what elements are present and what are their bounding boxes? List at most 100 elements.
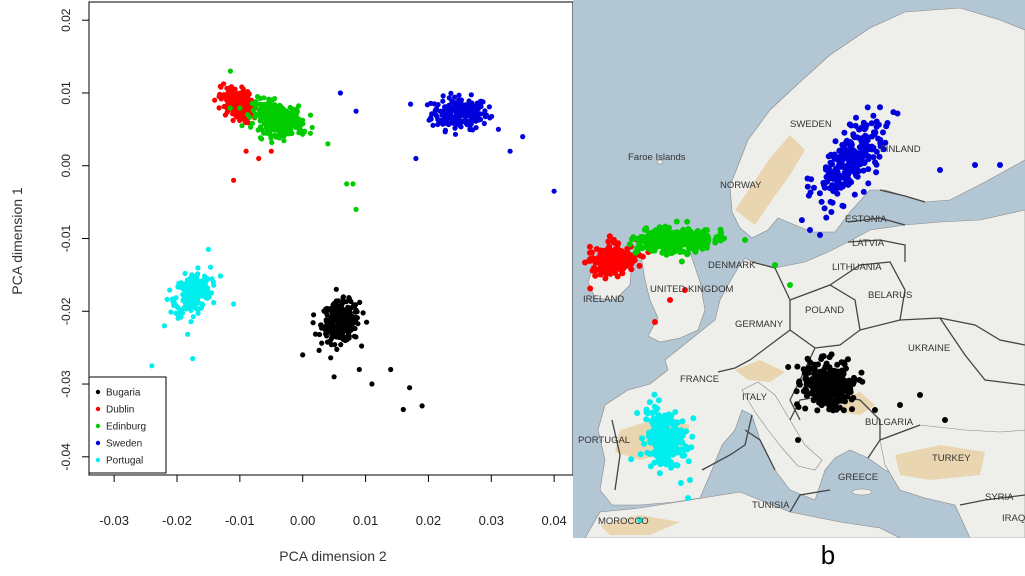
data-point xyxy=(401,407,406,412)
data-point xyxy=(311,312,316,317)
map-point xyxy=(810,386,816,392)
data-point xyxy=(269,140,274,145)
pca-scatter-chart: -0.04-0.03-0.02-0.010.000.010.02 -0.03 -0… xyxy=(9,2,573,564)
data-point xyxy=(189,272,194,277)
map-point xyxy=(817,190,823,196)
map-point xyxy=(839,203,845,209)
data-point xyxy=(348,299,353,304)
map-point xyxy=(640,254,646,260)
data-point xyxy=(308,131,313,136)
map-point xyxy=(697,235,703,241)
data-point xyxy=(167,288,172,293)
map-label-latvia: LATVIA xyxy=(852,238,885,249)
map-point xyxy=(861,189,867,195)
data-point xyxy=(323,310,328,315)
y-tick-label: 0.02 xyxy=(59,8,73,32)
map-point xyxy=(643,416,649,422)
data-point xyxy=(181,298,186,303)
map-label-lithuania: LITHUANIA xyxy=(832,262,882,273)
map-point xyxy=(796,380,802,386)
data-point xyxy=(262,121,267,126)
data-point xyxy=(231,178,236,183)
data-point xyxy=(473,114,478,119)
data-point xyxy=(347,311,352,316)
data-point xyxy=(325,318,330,323)
data-point xyxy=(283,129,288,134)
data-point xyxy=(267,99,272,104)
y-tick-label: 0.01 xyxy=(59,81,73,105)
legend-marker xyxy=(96,407,100,411)
data-point xyxy=(357,367,362,372)
data-point xyxy=(259,106,264,111)
map-point xyxy=(853,115,859,121)
map-point xyxy=(937,167,943,173)
data-point xyxy=(338,342,343,347)
data-point xyxy=(300,132,305,137)
map-point xyxy=(805,176,811,182)
data-point xyxy=(272,96,277,101)
map-point xyxy=(664,252,670,258)
data-point xyxy=(496,127,501,132)
data-point xyxy=(330,335,335,340)
map-point xyxy=(877,137,883,143)
map-label-tunisia: TUNISIA xyxy=(752,500,790,511)
data-point xyxy=(464,110,469,115)
map-point xyxy=(687,477,693,483)
data-point xyxy=(174,295,179,300)
data-point xyxy=(319,341,324,346)
data-point xyxy=(209,276,214,281)
data-point xyxy=(204,276,209,281)
data-point xyxy=(200,301,205,306)
data-point xyxy=(462,118,467,123)
data-point xyxy=(388,367,393,372)
map-point xyxy=(972,162,978,168)
map-point xyxy=(681,447,687,453)
map-point xyxy=(812,365,818,371)
map-point xyxy=(628,456,634,462)
data-point xyxy=(310,125,315,130)
legend-marker xyxy=(96,390,100,394)
map-point xyxy=(819,354,825,360)
data-point xyxy=(259,136,264,141)
data-point xyxy=(236,110,241,115)
map-point xyxy=(872,159,878,165)
map-point xyxy=(638,451,644,457)
map-point xyxy=(634,410,640,416)
data-point xyxy=(459,112,464,117)
legend-label: Dublin xyxy=(106,405,134,416)
map-point xyxy=(616,247,622,253)
data-point xyxy=(352,304,357,309)
map-label-bulgaria: BULGARIA xyxy=(865,417,914,428)
map-point xyxy=(638,234,644,240)
map-point xyxy=(660,232,666,238)
data-point xyxy=(228,106,233,111)
data-point xyxy=(188,303,193,308)
map-point xyxy=(772,262,778,268)
data-point xyxy=(191,314,196,319)
data-point xyxy=(211,283,216,288)
x-axis-label: PCA dimension 2 xyxy=(279,548,387,564)
data-point xyxy=(218,273,223,278)
map-point xyxy=(829,351,835,357)
data-point xyxy=(346,336,351,341)
x-tick-label: 0.04 xyxy=(541,513,566,528)
data-point xyxy=(178,280,183,285)
map-point xyxy=(650,420,656,426)
map-label-syria: SYRIA xyxy=(985,492,1014,503)
data-point xyxy=(359,343,364,348)
map-point xyxy=(644,238,650,244)
data-point xyxy=(244,149,249,154)
map-point xyxy=(814,407,820,413)
map-label-belarus: BELARUS xyxy=(868,290,912,301)
map-label-poland: POLAND xyxy=(805,305,844,316)
map-point xyxy=(658,461,664,467)
map-point xyxy=(876,122,882,128)
data-point xyxy=(420,403,425,408)
map-point xyxy=(645,245,651,251)
data-point xyxy=(295,122,300,127)
map-label-france: FRANCE xyxy=(680,374,719,385)
data-point xyxy=(552,189,557,194)
panel-letter: b xyxy=(821,540,835,570)
map-point xyxy=(842,385,848,391)
data-point xyxy=(226,90,231,95)
